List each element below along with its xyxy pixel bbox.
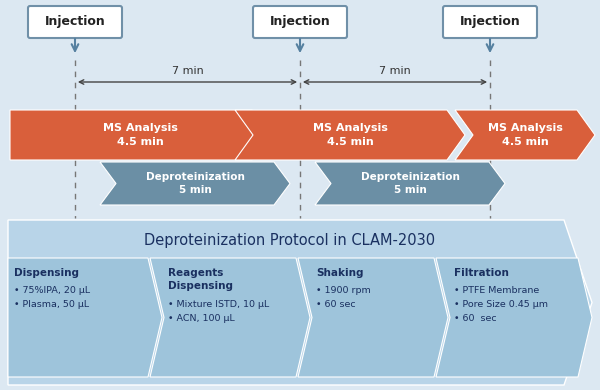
- Text: Shaking: Shaking: [316, 268, 364, 278]
- Text: • 75%IPA, 20 μL: • 75%IPA, 20 μL: [14, 286, 90, 295]
- Polygon shape: [298, 258, 448, 377]
- FancyBboxPatch shape: [443, 6, 537, 38]
- Text: Deproteinization Protocol in CLAM-2030: Deproteinization Protocol in CLAM-2030: [145, 232, 436, 248]
- Polygon shape: [10, 110, 270, 160]
- Text: • 1900 rpm: • 1900 rpm: [316, 286, 371, 295]
- Polygon shape: [455, 110, 595, 160]
- Polygon shape: [150, 258, 310, 377]
- Text: Reagents: Reagents: [168, 268, 223, 278]
- Text: Deproteinization
5 min: Deproteinization 5 min: [146, 172, 244, 195]
- Text: MS Analysis
4.5 min: MS Analysis 4.5 min: [103, 123, 178, 147]
- Polygon shape: [100, 162, 290, 205]
- Text: • 60 sec: • 60 sec: [316, 300, 356, 309]
- Polygon shape: [315, 162, 505, 205]
- Text: Injection: Injection: [44, 16, 106, 28]
- Text: Dispensing: Dispensing: [14, 268, 79, 278]
- Text: • 60  sec: • 60 sec: [454, 314, 497, 323]
- Text: • Pore Size 0.45 μm: • Pore Size 0.45 μm: [454, 300, 548, 309]
- Text: 7 min: 7 min: [172, 66, 203, 76]
- FancyBboxPatch shape: [28, 6, 122, 38]
- Text: • ACN, 100 μL: • ACN, 100 μL: [168, 314, 235, 323]
- Text: Deproteinization
5 min: Deproteinization 5 min: [361, 172, 460, 195]
- Polygon shape: [436, 258, 592, 377]
- Text: Injection: Injection: [460, 16, 520, 28]
- Text: 7 min: 7 min: [379, 66, 411, 76]
- Polygon shape: [235, 110, 465, 160]
- FancyBboxPatch shape: [253, 6, 347, 38]
- Text: Injection: Injection: [269, 16, 331, 28]
- Text: MS Analysis
4.5 min: MS Analysis 4.5 min: [488, 123, 562, 147]
- Polygon shape: [8, 220, 592, 385]
- Text: • Mixture ISTD, 10 μL: • Mixture ISTD, 10 μL: [168, 300, 269, 309]
- Text: • PTFE Membrane: • PTFE Membrane: [454, 286, 539, 295]
- Text: Dispensing: Dispensing: [168, 281, 233, 291]
- Text: MS Analysis
4.5 min: MS Analysis 4.5 min: [313, 123, 388, 147]
- Text: Filtration: Filtration: [454, 268, 509, 278]
- Text: • Plasma, 50 μL: • Plasma, 50 μL: [14, 300, 89, 309]
- Polygon shape: [8, 258, 162, 377]
